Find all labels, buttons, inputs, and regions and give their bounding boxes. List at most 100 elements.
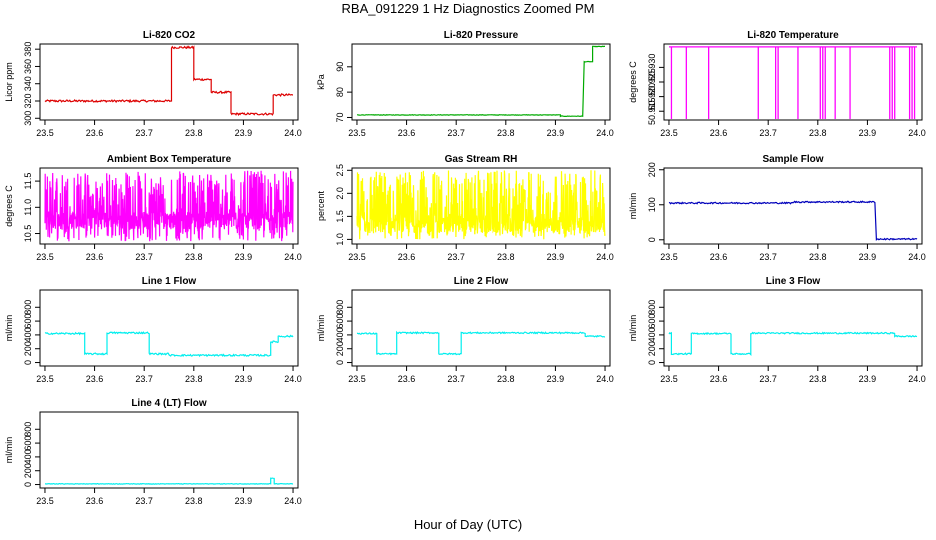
y-tick-label: 800: [647, 300, 657, 315]
y-tick-label: 360: [23, 59, 33, 74]
x-tick-label: 23.6: [398, 252, 416, 262]
plot-frame: [351, 43, 611, 121]
series-line: [668, 200, 918, 241]
x-tick-label: 23.9: [547, 128, 565, 138]
panel-9: Line 4 (LT) Flow ml/min 23.5 23.6 23.7 23.8 23…: [4, 398, 302, 506]
x-tick-label: 24.0: [908, 252, 926, 262]
x-tick-label: 23.8: [185, 374, 203, 384]
y-tick-label: 0: [23, 482, 33, 487]
x-tick-label: 23.8: [185, 128, 203, 138]
x-tick-label: 23.7: [135, 252, 153, 262]
x-tick-label: 24.0: [596, 252, 614, 262]
y-tick-label: 400: [23, 449, 33, 464]
x-tick-label: 23.7: [447, 252, 465, 262]
panel-title: Line 4 (LT) Flow: [131, 398, 207, 409]
x-tick-label: 23.6: [86, 374, 104, 384]
series-line: [44, 170, 294, 242]
panel-title: Li-820 Temperature: [747, 30, 839, 41]
y-tick-label: 50.925: [647, 68, 657, 96]
y-tick-label: 200: [647, 162, 657, 177]
plot-frame: [663, 43, 923, 121]
y-tick-label: 400: [335, 327, 345, 342]
x-tick-label: 23.7: [447, 128, 465, 138]
x-tick-label: 23.7: [135, 496, 153, 506]
panel-8: Line 3 Flow ml/min 23.5 23.6 23.7 23.8 23.9 24.…: [628, 276, 926, 384]
x-tick-label: 23.5: [36, 374, 54, 384]
series-line: [357, 45, 605, 118]
x-tick-label: 23.7: [759, 374, 777, 384]
y-tick-label: 1.5: [335, 210, 345, 223]
y-axis-label: ml/min: [4, 315, 14, 342]
y-tick-label: 50.930: [647, 54, 657, 82]
x-tick-label: 24.0: [284, 128, 302, 138]
figure-title: RBA_091229 1 Hz Diagnostics Zoomed PM: [341, 1, 595, 16]
plot-frame: [39, 411, 299, 489]
y-tick-label: 2.5: [335, 164, 345, 177]
panel-7: Line 2 Flow ml/min 23.5 23.6 23.7 23.8 23.9 24.…: [316, 276, 614, 384]
series-line: [44, 45, 293, 117]
y-tick-label: 80: [335, 87, 345, 97]
y-tick-label: 0: [647, 360, 657, 365]
panel-6: Line 1 Flow ml/min 23.5 23.6 23.7 23.8 23.9 24.…: [4, 276, 302, 384]
y-tick-label: 800: [335, 300, 345, 315]
x-tick-label: 23.6: [398, 128, 416, 138]
series-line: [356, 330, 606, 356]
plot-frame: [351, 167, 611, 245]
plot-frame: [351, 289, 611, 367]
x-tick-label: 23.9: [547, 252, 565, 262]
panel-3: Ambient Box Temperature degrees C 23.5 23.6…: [4, 154, 302, 262]
panel-4: Gas Stream RH percent 23.5 23.6 23.7 23.8 23.9…: [316, 154, 614, 262]
x-tick-label: 23.5: [660, 374, 678, 384]
plot-frame: [39, 43, 299, 121]
plot-frame: [663, 167, 923, 245]
y-axis-label: percent: [316, 190, 326, 221]
series-line: [45, 477, 294, 485]
x-tick-label: 23.6: [86, 128, 104, 138]
x-tick-label: 23.5: [36, 496, 54, 506]
x-tick-label: 23.9: [859, 128, 877, 138]
y-tick-label: 600: [23, 436, 33, 451]
x-tick-label: 23.8: [185, 252, 203, 262]
series-line: [668, 331, 918, 357]
y-tick-label: 70: [335, 112, 345, 122]
panel-5: Sample Flow ml/min 23.5 23.6 23.7 23.8 23.9 24.…: [628, 154, 926, 262]
y-tick-label: 100: [647, 197, 657, 212]
x-tick-label: 23.9: [859, 374, 877, 384]
x-tick-label: 23.6: [710, 128, 728, 138]
y-tick-label: 0: [335, 360, 345, 365]
y-tick-label: 800: [23, 300, 33, 315]
x-tick-label: 23.9: [547, 374, 565, 384]
y-axis-label: degrees C: [4, 185, 14, 227]
panel-title: Line 3 Flow: [766, 276, 821, 287]
x-tick-label: 23.8: [809, 374, 827, 384]
panel-title: Line 2 Flow: [454, 276, 509, 287]
x-tick-label: 23.6: [710, 374, 728, 384]
x-tick-label: 24.0: [908, 128, 926, 138]
x-tick-label: 23.6: [398, 374, 416, 384]
x-tick-label: 23.9: [235, 128, 253, 138]
x-tick-label: 23.9: [235, 374, 253, 384]
panel-title: Gas Stream RH: [445, 154, 518, 165]
series-line: [44, 331, 294, 358]
panel-1: Li-820 Pressure kPa 23.5 23.6 23.7 23.8 23.9 24…: [316, 30, 614, 138]
x-tick-label: 23.8: [497, 252, 515, 262]
x-tick-label: 23.7: [759, 252, 777, 262]
x-tick-label: 23.5: [660, 252, 678, 262]
y-tick-label: 10.5: [23, 225, 33, 243]
y-tick-label: 200: [335, 341, 345, 356]
y-tick-label: 50.915: [647, 97, 657, 125]
y-tick-label: 2.0: [335, 187, 345, 200]
panel-0: Li-820 CO2 Licor ppm 23.5 23.6 23.7 23.8 23.9 2…: [4, 30, 302, 138]
x-tick-label: 23.6: [86, 496, 104, 506]
x-tick-label: 23.7: [135, 374, 153, 384]
x-tick-label: 24.0: [284, 496, 302, 506]
x-axis-title: Hour of Day (UTC): [413, 517, 523, 532]
y-tick-label: 340: [23, 76, 33, 91]
y-tick-label: 320: [23, 93, 33, 108]
panel-title: Line 1 Flow: [142, 276, 197, 287]
panel-title: Sample Flow: [762, 154, 823, 165]
x-tick-label: 23.5: [36, 128, 54, 138]
x-tick-label: 24.0: [596, 374, 614, 384]
y-axis-label: ml/min: [628, 315, 638, 342]
